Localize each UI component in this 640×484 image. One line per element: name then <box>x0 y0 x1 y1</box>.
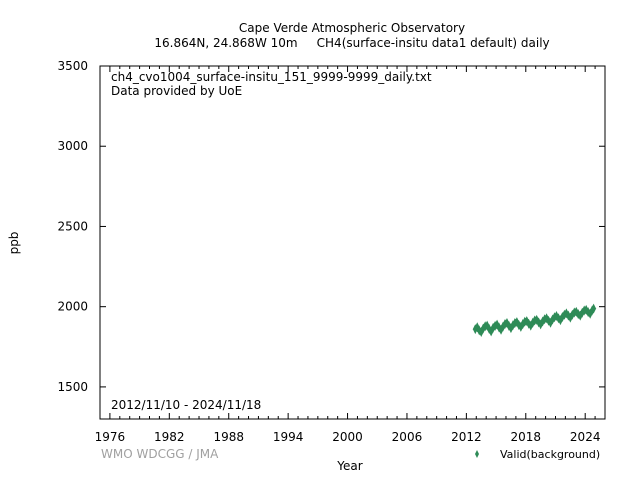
legend-label: Valid(background) <box>500 448 600 461</box>
x-tick-label: 1976 <box>95 430 126 444</box>
x-tick-label: 1994 <box>273 430 304 444</box>
plot-frame <box>99 65 606 420</box>
legend: Valid(background) <box>475 448 600 461</box>
x-axis-title: Year <box>336 459 362 473</box>
y-tick-label: 2000 <box>57 300 88 314</box>
data-point <box>591 303 597 314</box>
y-tick-label: 2500 <box>57 219 88 233</box>
y-axis-title: ppb <box>7 232 21 255</box>
x-tick-label: 2018 <box>511 430 542 444</box>
x-tick-label: 1988 <box>213 430 244 444</box>
file-name-note: ch4_cvo1004_surface-insitu_151_9999-9999… <box>111 70 432 84</box>
chart-title: Cape Verde Atmospheric Observatory <box>239 21 465 35</box>
x-tick-label: 2000 <box>332 430 363 444</box>
y-axis: 1500 2000 2500 3000 3500 <box>57 59 605 394</box>
provider-note: Data provided by UoE <box>111 84 242 98</box>
data-point <box>508 323 514 334</box>
x-tick-label: 1982 <box>154 430 185 444</box>
y-tick-label: 3000 <box>57 139 88 153</box>
x-tick-label: 2012 <box>451 430 482 444</box>
legend-marker <box>475 450 479 458</box>
series-valid-background <box>472 303 597 338</box>
date-range-note: 2012/11/10 - 2024/11/18 <box>111 398 261 412</box>
x-axis: 1976 1982 1988 1994 2000 2006 2012 2018 2024 <box>95 66 601 444</box>
chart-subtitle: 16.864N, 24.868W 10m CH4(surface-insitu … <box>154 36 549 50</box>
x-minor-ticks <box>119 66 596 419</box>
y-tick-label: 1500 <box>57 380 88 394</box>
credit-text: WMO WDCGG / JMA <box>101 447 219 461</box>
x-tick-label: 2024 <box>570 430 601 444</box>
y-tick-label: 3500 <box>57 59 88 73</box>
x-tick-label: 2006 <box>392 430 423 444</box>
